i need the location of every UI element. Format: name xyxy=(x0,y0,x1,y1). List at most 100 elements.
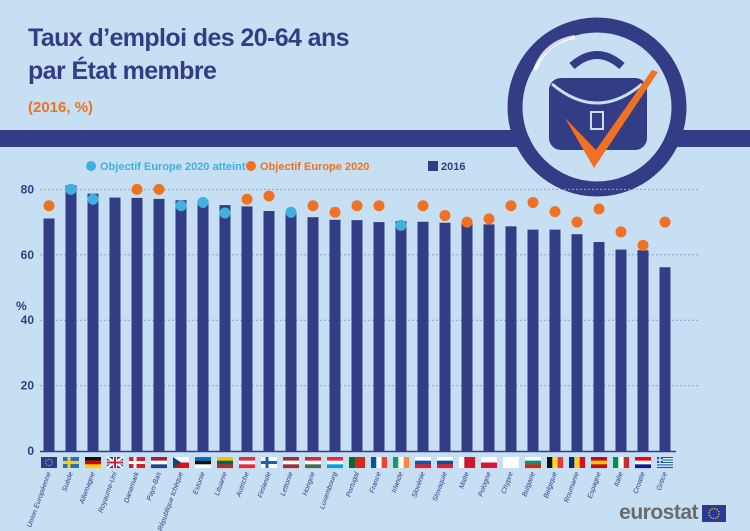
bar xyxy=(285,211,297,451)
flag-icon xyxy=(437,457,453,469)
flag-icon xyxy=(129,457,145,468)
flag-stripe xyxy=(618,457,624,468)
flag-stripe xyxy=(415,464,431,469)
x-tick-label: Croatie xyxy=(633,471,647,495)
bar xyxy=(373,222,385,451)
bar xyxy=(175,200,187,451)
bar xyxy=(219,205,231,451)
legend: Objectif Europe 2020 atteint Objectif Eu… xyxy=(86,161,465,173)
target-dot xyxy=(131,183,143,195)
x-tick-label: Malte xyxy=(458,471,470,490)
flag-icon xyxy=(481,457,497,468)
target-dot xyxy=(351,200,363,212)
attained-target-dot xyxy=(175,200,187,212)
flag-stripe xyxy=(305,464,321,469)
target-dot xyxy=(593,203,605,215)
flag-stripe xyxy=(525,464,541,469)
flag-icon xyxy=(349,457,365,468)
flag-stripe xyxy=(195,460,211,465)
flag-stripe xyxy=(552,457,558,468)
flag-stripe xyxy=(503,457,519,461)
flag-stripe xyxy=(355,457,365,468)
flag-stripe xyxy=(173,462,189,468)
bar xyxy=(153,198,165,451)
flag-stripe xyxy=(591,457,607,461)
flag-stripe xyxy=(525,460,541,465)
flag-icon xyxy=(393,457,410,468)
flag-stripe xyxy=(613,457,619,468)
x-tick-label: République tchèque xyxy=(157,471,185,531)
attained-target-dot xyxy=(285,206,297,218)
flag-stripe xyxy=(173,457,189,463)
flag-stripe xyxy=(657,459,673,461)
flag-stripe xyxy=(327,460,343,465)
attained-target-dot xyxy=(197,196,209,208)
flag-stripe xyxy=(503,464,519,469)
flag-stripe xyxy=(657,463,673,465)
flag-stripe xyxy=(283,457,299,461)
x-tick-label: Lituanie xyxy=(214,471,229,497)
title-line-2: par État membre xyxy=(28,57,217,85)
flag-stripe xyxy=(239,464,255,469)
x-tick-label: Pologne xyxy=(478,471,493,498)
flag-stripe xyxy=(591,464,607,469)
flag-stripe xyxy=(557,457,564,468)
bar xyxy=(527,229,539,451)
x-tick-label: Belgique xyxy=(543,471,559,499)
flag-stripe xyxy=(657,461,673,464)
flag-stripe xyxy=(151,460,167,465)
target-dot xyxy=(527,196,539,208)
bar xyxy=(263,210,275,451)
target-dot xyxy=(483,213,495,225)
flag-stripe xyxy=(459,457,465,468)
flag-icon xyxy=(261,457,277,468)
flag-stripe xyxy=(217,457,233,461)
target-dot xyxy=(329,206,341,218)
x-tick-label: Luxembourg xyxy=(319,471,339,510)
legend-target-label: Objectif Europe 2020 xyxy=(260,161,369,173)
flag-stripe xyxy=(376,457,382,468)
x-tick-label: Roumanie xyxy=(563,471,581,503)
flag-stripe xyxy=(239,457,255,461)
x-tick-label: Finlande xyxy=(257,471,273,499)
flag-cross xyxy=(265,457,269,468)
x-tick-label: Pays-Bas xyxy=(146,471,163,502)
flag-cross xyxy=(657,459,663,461)
flag-icon xyxy=(173,457,189,468)
flag-stripe xyxy=(481,462,497,468)
flag-stripe xyxy=(151,457,167,461)
flag-icon xyxy=(591,457,607,469)
target-dot xyxy=(505,200,517,212)
flag-cross xyxy=(261,461,277,464)
bar xyxy=(351,220,363,451)
flag-icon xyxy=(371,457,388,468)
flag-icon xyxy=(525,457,541,469)
target-dot xyxy=(659,216,671,228)
bar xyxy=(637,250,649,451)
x-tick-label: Slovénie xyxy=(411,471,427,499)
flag-icon xyxy=(283,457,299,469)
flag-icon xyxy=(613,457,630,468)
flag-icon xyxy=(151,457,167,469)
flag-stripe xyxy=(327,464,343,469)
legend-target-marker xyxy=(246,161,256,171)
flag-stripe xyxy=(547,457,553,468)
flag-stripe xyxy=(305,457,321,461)
flag-stripe xyxy=(569,457,575,468)
flag-stripe xyxy=(579,457,586,468)
bar xyxy=(307,217,319,451)
target-dot xyxy=(263,190,275,202)
y-tick-label: 60 xyxy=(21,248,35,262)
flag-icon xyxy=(63,457,79,468)
attained-target-dot xyxy=(87,193,99,205)
target-dot xyxy=(439,210,451,222)
flag-triangle xyxy=(173,457,181,468)
flag-icon xyxy=(305,457,321,469)
flag-stripe xyxy=(305,460,321,465)
bar xyxy=(109,197,121,451)
flag-cross xyxy=(129,461,145,464)
bar xyxy=(659,267,671,451)
flag-icon xyxy=(217,457,233,469)
flag-icon xyxy=(195,457,211,469)
